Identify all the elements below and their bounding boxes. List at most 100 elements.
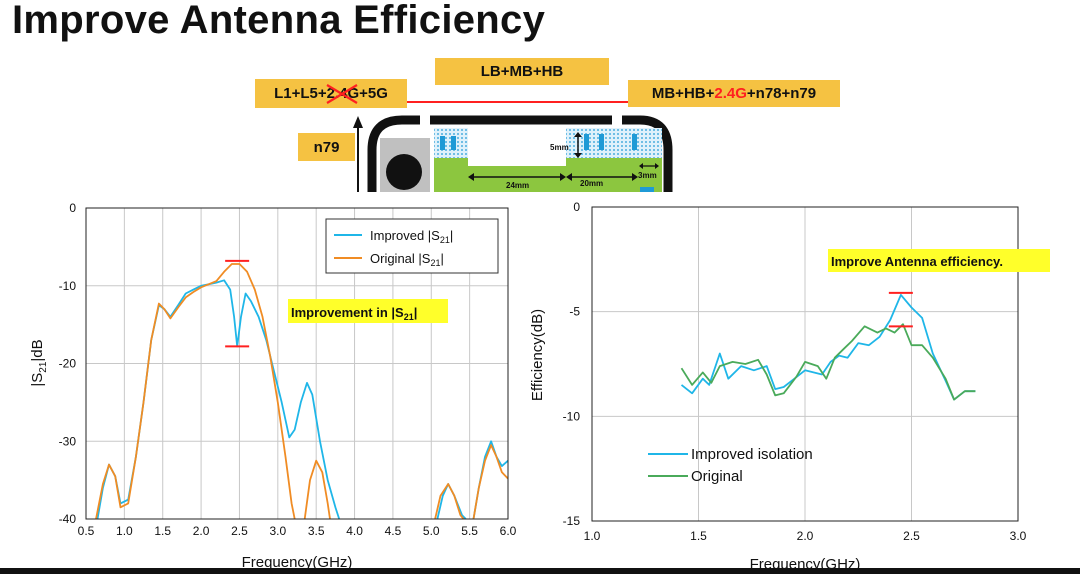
dim-width-b-label: 20mm	[580, 179, 603, 188]
s21-y-tick-label: -10	[59, 279, 77, 293]
efficiency-y-tick-label: 0	[573, 200, 580, 214]
band-tag-right-prefix: MB+HB+	[651, 85, 715, 102]
s21-series-line-0	[472, 440, 509, 520]
s21-ticks: 0.5 1.0 1.5 2.0 2.5 3.0 3.5 4.0 4.5 5.0 5.5 6.0 0 -10…	[59, 201, 517, 538]
efficiency-chart: 1.0 1.5 2.0 2.5 3.00-5-10-15 Frequency(GHz) …	[529, 200, 1050, 570]
s21-y-axis-label: |S21|dB	[29, 339, 49, 386]
band-tag-left-prefix: L1+L5+	[274, 85, 327, 102]
s21-y-axis-label-sub: 21	[38, 361, 49, 373]
strike-cross-icon	[326, 84, 358, 104]
s21-x-tick-label: 6.0	[500, 524, 517, 538]
s21-x-tick-label: 5.0	[423, 524, 440, 538]
s21-legend-label-original: Original |S21|	[370, 251, 444, 268]
band-tag-left-struck: 2.4G	[326, 84, 359, 104]
s21-x-tick-label: 2.0	[193, 524, 210, 538]
s21-series-line-1	[472, 444, 509, 520]
s21-x-tick-label: 1.0	[116, 524, 133, 538]
s21-x-tick-label: 5.5	[461, 524, 478, 538]
antenna-layout-diagram: 5mm 24mm 20mm 3mm	[353, 101, 673, 192]
s21-plot-frame	[85, 207, 509, 520]
s21-legend-original-tail: |	[440, 251, 443, 266]
efficiency-ticks: 1.0 1.5 2.0 2.5 3.0 0 -5 -10 -15	[563, 200, 1027, 543]
s21-x-tick-label: 3.5	[308, 524, 325, 538]
s21-series-line-1	[303, 459, 331, 520]
ground-plane	[434, 158, 662, 192]
band-tag-n79: n79	[298, 133, 355, 161]
device-frame-right	[622, 115, 673, 192]
s21-legend-original-main: Original |S	[370, 251, 431, 266]
efficiency-x-tick-label: 1.0	[584, 529, 601, 543]
s21-legend-label-improved: Improved |S21|	[370, 228, 453, 245]
s21-x-tick-label: 4.0	[346, 524, 363, 538]
n79-arrow-head	[353, 116, 363, 128]
device-frame	[367, 115, 420, 192]
band-tag-right-suffix: +n78+n79	[746, 85, 817, 102]
band-tag-right: MB+HB+ 2.4G +n78+n79	[628, 80, 840, 107]
s21-y-axis-label-main: |S	[29, 373, 46, 387]
band-tag-center: LB+MB+HB	[435, 58, 609, 85]
s21-legend-improved-main: Improved |S	[370, 228, 440, 243]
efficiency-annotation: Improve Antenna efficiency.	[831, 254, 1003, 269]
antenna-element	[640, 187, 654, 192]
camera-lens	[386, 154, 422, 190]
s21-annotation-bg	[288, 299, 448, 323]
s21-series-group	[95, 263, 509, 520]
efficiency-markers	[888, 291, 913, 328]
dim-arrow-head	[468, 173, 474, 181]
efficiency-y-tick-label: -10	[563, 409, 581, 423]
efficiency-x-tick-label: 1.5	[690, 529, 707, 543]
s21-series-line-1	[434, 483, 465, 520]
s21-annotation-main: Improvement in |S	[291, 305, 404, 320]
s21-y-tick-label: -20	[59, 357, 77, 371]
efficiency-y-axis-label: Efficiency(dB)	[529, 309, 546, 401]
s21-x-tick-label: 2.5	[231, 524, 248, 538]
s21-annotation-tail: |	[414, 305, 418, 320]
s21-x-tick-label: 1.5	[154, 524, 171, 538]
page-title: Improve Antenna Efficiency	[12, 0, 546, 42]
antenna-element	[632, 134, 637, 150]
efficiency-y-tick-label: -5	[569, 305, 580, 319]
band-tag-left: L1+L5+ 2.4G +5G	[255, 79, 407, 108]
slide-bottom-bar	[0, 568, 1080, 574]
antenna-element	[440, 136, 445, 150]
antenna-element	[599, 134, 604, 150]
efficiency-series-line-1	[680, 323, 976, 401]
dim-arrow-head	[574, 132, 582, 137]
s21-legend-improved-tail: |	[450, 228, 453, 243]
s21-y-tick-label: 0	[69, 201, 76, 215]
s21-legend-improved-sub: 21	[440, 235, 450, 245]
antenna-element	[584, 134, 589, 150]
efficiency-x-tick-label: 2.5	[903, 529, 920, 543]
s21-chart: 0.5 1.0 1.5 2.0 2.5 3.0 3.5 4.0 4.5 5.0 5.5 6.0 0 -10…	[29, 201, 517, 570]
s21-legend-original-sub: 21	[430, 258, 440, 268]
band-tag-right-highlight: 2.4G	[714, 85, 747, 102]
band-tag-left-suffix: +5G	[359, 85, 388, 102]
efficiency-x-tick-label: 3.0	[1010, 529, 1027, 543]
s21-x-axis-label: Frequency(GHz)	[242, 554, 353, 570]
dim-arrow-head	[655, 163, 659, 169]
s21-x-tick-label: 3.0	[269, 524, 286, 538]
s21-legend: Improved |S21| Original |S21|	[325, 218, 499, 274]
dim-arrow-head	[566, 173, 572, 181]
dim-arrow-head	[639, 163, 643, 169]
efficiency-series-line-0	[680, 294, 976, 401]
s21-legend-box	[325, 218, 499, 274]
efficiency-x-tick-label: 2.0	[797, 529, 814, 543]
s21-annotation-sub: 21	[404, 312, 414, 322]
s21-annotation: Improvement in |S21|	[291, 305, 417, 322]
s21-series-line-1	[95, 263, 296, 520]
s21-y-tick-label: -30	[59, 434, 77, 448]
efficiency-legend-label-original: Original	[691, 468, 743, 485]
dim-arrow-head	[574, 153, 582, 158]
dim-height-label: 5mm	[550, 143, 569, 152]
s21-y-tick-label: -40	[59, 512, 77, 526]
efficiency-annotation-bg	[828, 249, 1050, 272]
s21-markers	[225, 259, 250, 348]
efficiency-series-group	[680, 294, 976, 401]
efficiency-legend: Improved isolation Original	[648, 446, 813, 485]
antenna-element	[451, 136, 456, 150]
efficiency-legend-label-improved: Improved isolation	[691, 446, 813, 463]
efficiency-x-axis-label: Frequency(GHz)	[750, 556, 861, 570]
s21-x-tick-label: 0.5	[78, 524, 95, 538]
dim-width-a-label: 24mm	[506, 181, 529, 190]
